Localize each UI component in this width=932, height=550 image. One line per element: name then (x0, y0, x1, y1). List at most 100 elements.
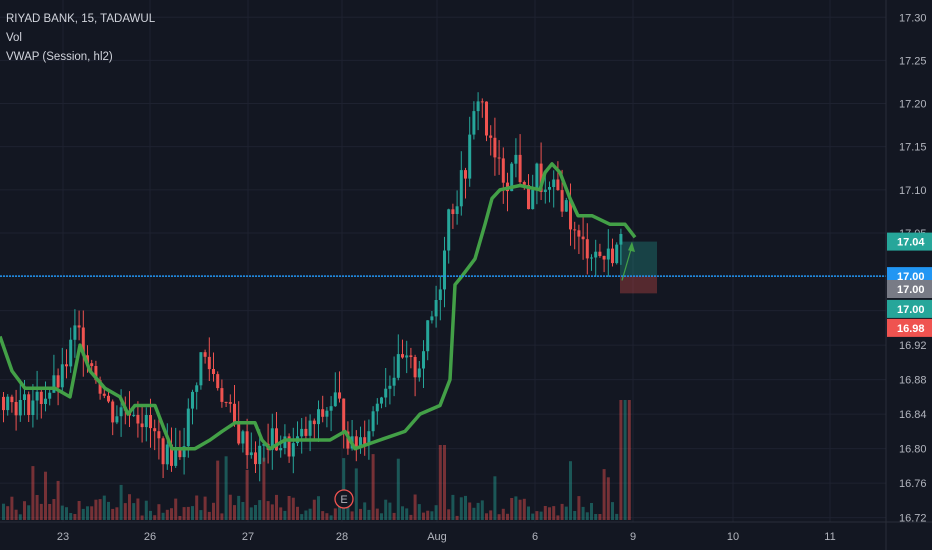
candle-body (279, 448, 283, 451)
volume-bar (212, 502, 215, 520)
candle-body (556, 179, 560, 191)
candle-body (287, 436, 291, 457)
vwap-polyline (0, 162, 637, 451)
volume-bar (602, 469, 606, 520)
candle-body (510, 163, 514, 192)
candle-body (258, 445, 262, 465)
candle-body (405, 355, 409, 358)
volume-bar (451, 494, 455, 520)
candle-body (233, 403, 236, 423)
volume-bar (98, 499, 102, 520)
price-tag (887, 299, 932, 318)
candle-body (182, 446, 186, 458)
candle-body (434, 300, 438, 317)
trade-position-box[interactable] (620, 241, 657, 294)
candle-body (136, 414, 140, 424)
candle-body (531, 189, 535, 210)
symbol-title[interactable]: RIYAD BANK, 15, TADAWUL (6, 13, 156, 25)
candle-body (417, 368, 421, 378)
event-markers[interactable]: E (334, 489, 354, 509)
volume-bar (170, 508, 173, 520)
volume-bar (10, 496, 14, 520)
candle-body (321, 409, 325, 417)
volume-bar (497, 514, 501, 520)
candle-body (413, 357, 417, 378)
volume-bar (308, 508, 312, 520)
volume-bar (342, 458, 346, 520)
volume-bar (396, 458, 400, 520)
candle-body (606, 248, 610, 260)
candle-body (543, 189, 547, 192)
volume-bars (2, 400, 631, 520)
volume-bar (31, 466, 35, 520)
volume-bar (262, 457, 266, 520)
volume-indicator-label[interactable]: Vol (6, 32, 22, 44)
candle-body (107, 395, 110, 402)
vwap-indicator-label[interactable]: VWAP (Session, hl2) (6, 51, 113, 63)
candle-body (590, 257, 593, 259)
candle-body (275, 428, 278, 451)
volume-bar (585, 512, 589, 520)
candle-body (14, 402, 18, 416)
candle-body (216, 374, 220, 389)
volume-bar (384, 499, 388, 520)
volume-bar (123, 503, 127, 520)
candle-body (224, 401, 228, 403)
candle-body (111, 401, 115, 423)
volume-bar (23, 501, 26, 520)
volume-bar (14, 509, 18, 520)
candle-body (401, 354, 404, 358)
volume-bar (283, 510, 287, 520)
candle-body (39, 391, 43, 404)
candle-body (254, 452, 257, 465)
volume-bar (480, 500, 484, 520)
volume-bar (501, 508, 505, 520)
volume-bar (476, 502, 480, 520)
volume-bar (279, 507, 283, 520)
candle-body (459, 170, 463, 207)
volume-bar (178, 516, 182, 520)
volume-bar (623, 400, 627, 520)
volume-bar (317, 496, 320, 520)
volume-bar (182, 507, 186, 520)
y-tick-label: 16.72 (899, 513, 927, 525)
candle-body (539, 163, 543, 192)
volume-bar (241, 502, 245, 520)
candle-body (388, 385, 392, 389)
candle-body (308, 420, 312, 436)
candle-body (354, 436, 358, 448)
volume-bar (321, 511, 325, 520)
volume-bar (329, 515, 333, 520)
candle-body (90, 363, 94, 367)
trend-arrow-head (628, 241, 635, 252)
candle-body (203, 352, 207, 357)
candle-body (6, 396, 10, 411)
candle-body (52, 375, 56, 393)
volume-bar (296, 506, 299, 520)
volume-bar (195, 495, 199, 520)
volume-bar (165, 509, 169, 520)
volume-bar (354, 468, 358, 520)
y-tick-label: 17.30 (899, 12, 927, 24)
volume-bar (266, 501, 270, 520)
volume-bar (581, 506, 585, 520)
volume-bar (333, 508, 337, 520)
volume-bar (350, 511, 354, 520)
candle-body (291, 443, 295, 457)
volume-bar (216, 460, 220, 520)
volume-bar (77, 501, 81, 520)
volume-bar (548, 507, 551, 520)
volume-bar (535, 511, 539, 520)
candle-body (447, 209, 451, 251)
candle-body (199, 352, 203, 386)
candle-body (132, 414, 136, 416)
candle-body (86, 355, 89, 364)
candle-body (363, 437, 367, 446)
volume-bar (363, 502, 367, 520)
volume-bar (325, 513, 329, 520)
volume-bar (573, 511, 577, 520)
candle-body (195, 385, 199, 392)
